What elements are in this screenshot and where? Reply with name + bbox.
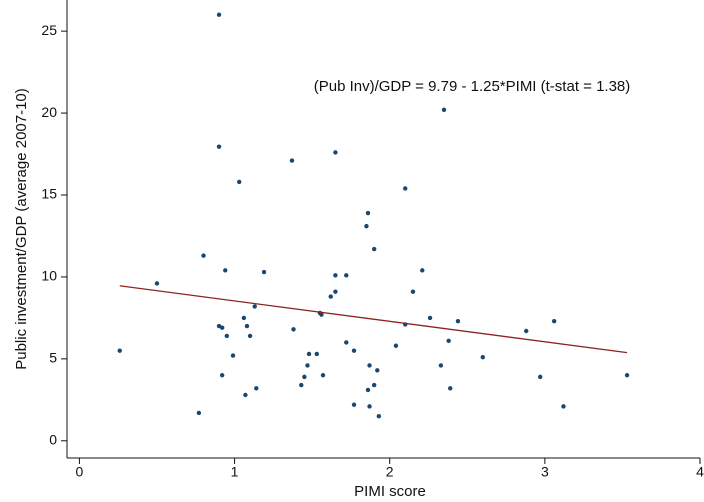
point bbox=[201, 253, 206, 258]
point bbox=[561, 404, 566, 409]
point bbox=[261, 269, 267, 275]
x-tick-label: 1 bbox=[231, 464, 239, 480]
point bbox=[455, 318, 461, 324]
fit-line bbox=[119, 285, 628, 354]
point bbox=[364, 223, 369, 229]
point bbox=[154, 281, 160, 286]
point bbox=[306, 351, 312, 357]
point bbox=[365, 210, 371, 216]
y-tick-label: 20 bbox=[41, 104, 57, 120]
x-axis-label: PIMI score bbox=[354, 483, 426, 500]
y-tick-label: 25 bbox=[41, 22, 57, 38]
point bbox=[393, 343, 399, 348]
point bbox=[376, 414, 382, 419]
point bbox=[351, 402, 357, 407]
point bbox=[243, 392, 248, 398]
point bbox=[375, 368, 380, 373]
point bbox=[237, 179, 242, 185]
point bbox=[410, 289, 416, 294]
y-tick-label: 0 bbox=[49, 431, 57, 447]
point bbox=[230, 353, 236, 358]
point bbox=[216, 12, 222, 17]
point bbox=[448, 386, 453, 391]
point bbox=[524, 328, 529, 334]
point bbox=[403, 186, 408, 191]
point bbox=[333, 150, 338, 155]
point bbox=[299, 382, 304, 388]
point bbox=[333, 289, 338, 294]
point bbox=[328, 294, 333, 299]
x-tick-label: 2 bbox=[386, 464, 394, 480]
point bbox=[441, 107, 447, 112]
y-tick-label: 10 bbox=[41, 268, 57, 284]
y-tick-label: 5 bbox=[49, 350, 57, 366]
point bbox=[302, 374, 307, 380]
point bbox=[223, 268, 228, 273]
point bbox=[438, 363, 444, 368]
point bbox=[196, 410, 202, 416]
point bbox=[219, 325, 225, 330]
annotation: (Pub Inv)/GDP = 9.79 - 1.25*PIMI (t-stat… bbox=[314, 78, 631, 95]
point bbox=[371, 382, 377, 388]
point bbox=[252, 304, 257, 309]
point bbox=[624, 373, 630, 378]
point bbox=[247, 333, 253, 339]
point bbox=[427, 315, 433, 321]
x-tick-label: 0 bbox=[76, 464, 84, 480]
point bbox=[216, 144, 222, 149]
y-tick-label: 15 bbox=[41, 186, 57, 202]
point bbox=[344, 273, 349, 278]
point bbox=[241, 315, 247, 321]
point bbox=[367, 363, 372, 368]
point bbox=[305, 363, 310, 368]
point bbox=[254, 386, 259, 391]
point bbox=[219, 373, 225, 378]
point bbox=[244, 323, 250, 329]
point bbox=[371, 246, 377, 252]
point bbox=[224, 333, 230, 339]
point bbox=[365, 387, 371, 393]
point bbox=[367, 404, 372, 409]
point bbox=[320, 373, 326, 378]
point bbox=[351, 348, 357, 353]
point bbox=[333, 273, 338, 278]
point bbox=[344, 340, 349, 345]
x-tick-label: 3 bbox=[541, 464, 549, 480]
point bbox=[420, 268, 425, 273]
x-tick-label: 4 bbox=[696, 464, 704, 480]
point bbox=[319, 312, 324, 317]
point bbox=[446, 338, 451, 344]
point bbox=[117, 348, 122, 353]
point bbox=[480, 355, 485, 360]
point bbox=[314, 351, 319, 357]
point bbox=[291, 327, 296, 332]
y-axis-label: Public investment/GDP (average 2007-10) bbox=[13, 88, 30, 370]
point bbox=[537, 374, 543, 380]
point bbox=[289, 158, 295, 163]
point bbox=[551, 318, 557, 324]
